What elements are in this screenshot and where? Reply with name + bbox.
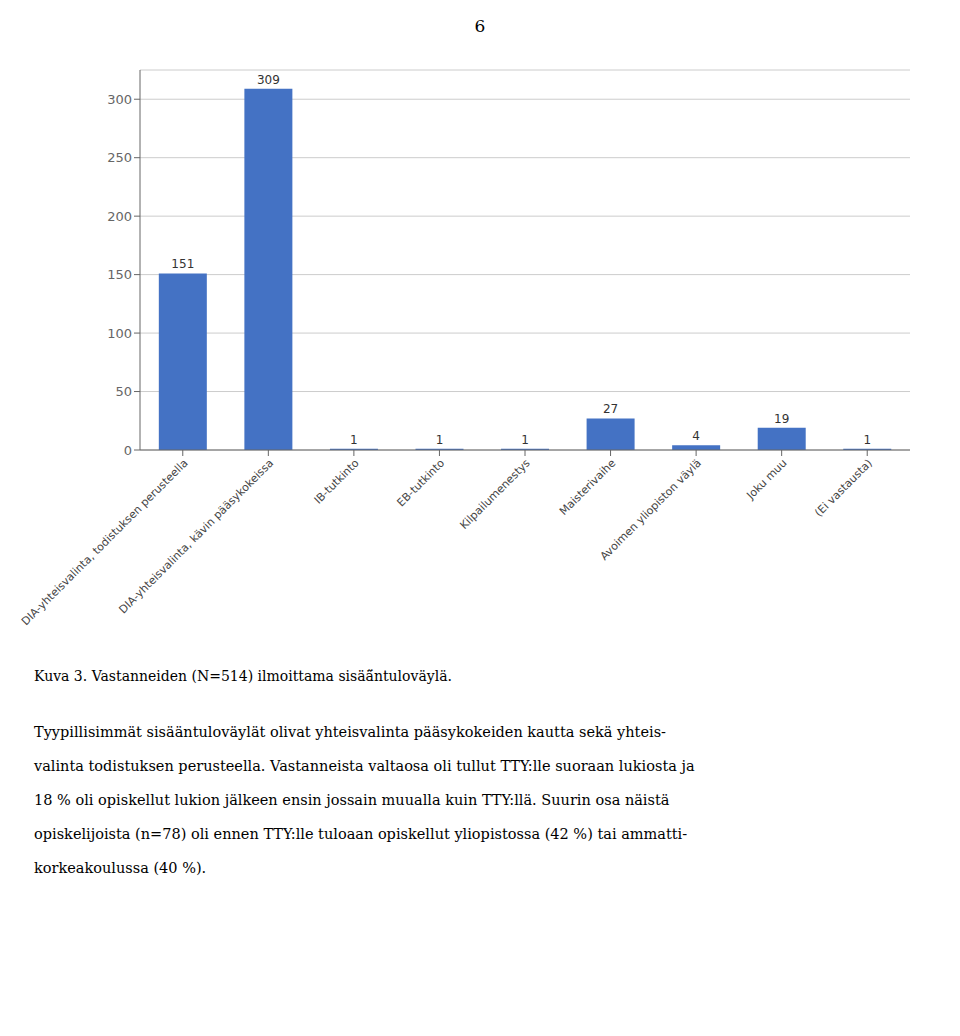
svg-text:200: 200 — [107, 209, 132, 224]
svg-text:1: 1 — [436, 433, 444, 447]
svg-text:Kilpailumenestys: Kilpailumenestys — [457, 456, 533, 532]
svg-text:DIA-yhteisvalinta, kävin pääsy: DIA-yhteisvalinta, kävin pääsykokeissa — [116, 457, 276, 617]
svg-text:50: 50 — [115, 384, 132, 399]
html-text:Tyypillisimmät sisääntuloväylä: Tyypillisimmät sisääntuloväylät olivat y… — [34, 724, 666, 740]
svg-text:1: 1 — [521, 433, 529, 447]
html-text:6: 6 — [474, 16, 486, 36]
svg-text:0: 0 — [124, 443, 132, 458]
svg-text:EB-tutkinto: EB-tutkinto — [395, 456, 448, 509]
svg-text:1: 1 — [350, 433, 358, 447]
svg-text:151: 151 — [171, 257, 194, 271]
svg-text:(Ei vastausta): (Ei vastausta) — [812, 457, 875, 520]
svg-text:Joku muu: Joku muu — [743, 457, 789, 503]
html-text:Kuva 3. Vastanneiden (N=514) i: Kuva 3. Vastanneiden (N=514) ilmoittama … — [34, 668, 452, 684]
svg-text:309: 309 — [257, 73, 280, 87]
html-text:valinta todistuksen perusteell: valinta todistuksen perusteella. Vastann… — [34, 758, 695, 774]
svg-text:IB-tutkinto: IB-tutkinto — [312, 456, 362, 506]
svg-text:150: 150 — [107, 267, 132, 282]
svg-text:300: 300 — [107, 92, 132, 107]
svg-text:27: 27 — [603, 402, 618, 416]
svg-text:19: 19 — [774, 412, 789, 426]
svg-text:1: 1 — [863, 433, 871, 447]
svg-text:100: 100 — [107, 326, 132, 341]
svg-text:250: 250 — [107, 150, 132, 165]
svg-text:Avoimen yliopiston väylä: Avoimen yliopiston väylä — [598, 457, 704, 563]
html-text:18 % oli opiskellut lukion jäl: 18 % oli opiskellut lukion jälkeen ensin… — [34, 792, 670, 808]
svg-text:4: 4 — [692, 429, 700, 443]
svg-text:Maisterivaihe: Maisterivaihe — [557, 456, 618, 517]
svg-text:DIA-yhteisvalinta, todistuksen: DIA-yhteisvalinta, todistuksen perusteel… — [19, 457, 191, 629]
html-text:opiskelijoista (n=78) oli enne: opiskelijoista (n=78) oli ennen TTY:lle … — [34, 826, 688, 842]
html-text:korkeakoulussa (40 %).: korkeakoulussa (40 %). — [34, 860, 207, 876]
